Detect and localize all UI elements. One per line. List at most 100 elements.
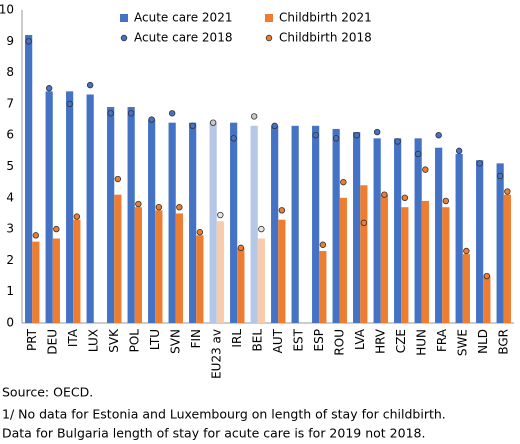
bar [353, 132, 361, 323]
dot [230, 135, 237, 142]
bar [496, 163, 504, 323]
x-tick-label: EST [291, 328, 305, 351]
dot [127, 110, 135, 117]
x-tick-label: ITA [66, 328, 80, 347]
x-tick-label: DEU [45, 329, 59, 355]
legend-label: Acute care 2021 [134, 11, 232, 25]
bar [66, 91, 74, 323]
x-tick-label: IRL [230, 329, 244, 348]
dot [332, 135, 340, 142]
dot [271, 122, 278, 130]
dot [86, 81, 94, 89]
bar [442, 207, 450, 323]
dot [73, 213, 81, 220]
dot [168, 110, 176, 117]
bar [73, 219, 81, 323]
bar [503, 194, 511, 323]
x-tick-label: SVN [168, 329, 182, 354]
legend-swatch [265, 14, 273, 22]
bar [32, 241, 40, 323]
dot [476, 160, 483, 167]
bar [86, 94, 94, 323]
dot [496, 172, 504, 180]
bar [483, 276, 491, 323]
legend-label: Childbirth 2021 [279, 11, 372, 25]
bar [271, 125, 279, 323]
dot [455, 147, 463, 155]
bar [134, 207, 142, 323]
dot [189, 122, 196, 130]
x-tick-label: LTU [148, 329, 162, 350]
dot [176, 203, 183, 211]
dot [435, 131, 442, 139]
dot [196, 229, 204, 236]
dot [401, 194, 409, 201]
x-tick-label: AUT [271, 328, 285, 353]
x-tick-label: BGR [496, 329, 510, 355]
dot [340, 178, 347, 186]
y-tick-label: 1 [6, 284, 14, 298]
dot [414, 150, 422, 158]
dot [278, 207, 286, 214]
bar [332, 128, 340, 323]
dot [373, 128, 381, 136]
dot [66, 100, 73, 108]
dot [463, 247, 470, 255]
x-tick-label: PRT [25, 328, 39, 351]
x-tick-label: SWE [455, 329, 469, 356]
bar [455, 153, 463, 323]
dot [250, 113, 258, 120]
x-tick-label: HUN [414, 329, 428, 356]
bar [414, 138, 422, 323]
dot [442, 197, 450, 205]
dot [381, 191, 388, 198]
bar [476, 160, 484, 323]
x-tick-label: LVA [353, 328, 367, 350]
dot [107, 110, 114, 117]
bar [435, 147, 443, 323]
bar [45, 91, 53, 323]
dot [483, 272, 491, 280]
x-tick-label: FIN [189, 329, 203, 348]
y-tick-label: 3 [6, 222, 14, 236]
x-tick-label: FRA [435, 328, 449, 352]
bar [175, 213, 183, 323]
bar [107, 107, 115, 323]
bar [278, 219, 286, 323]
y-tick-label: 5 [6, 159, 14, 173]
dot [217, 211, 224, 219]
y-tick-label: 10 [0, 3, 14, 17]
legend-label: Acute care 2018 [134, 31, 232, 45]
bar [168, 122, 176, 324]
y-tick-label: 9 [6, 34, 14, 48]
dot [45, 85, 53, 92]
y-tick-label: 8 [6, 65, 14, 79]
dot [319, 241, 327, 248]
bar [339, 197, 347, 323]
note: Source: OECD. [2, 385, 93, 400]
bar [127, 107, 135, 323]
dot [353, 131, 360, 139]
legend-swatch [120, 34, 128, 42]
x-tick-label: BEL [250, 329, 264, 352]
y-tick-label: 0 [6, 316, 14, 330]
legend-swatch [265, 34, 273, 42]
bar [230, 122, 238, 324]
y-tick-label: 7 [6, 96, 14, 110]
dot [360, 219, 368, 227]
bar [462, 254, 470, 323]
dot [25, 38, 32, 45]
bar [189, 122, 197, 324]
dot [32, 232, 40, 239]
bar [257, 238, 265, 323]
dot [114, 175, 122, 183]
x-tick-label: POL [127, 329, 141, 353]
dot [53, 225, 60, 233]
dot [422, 166, 429, 173]
bar [209, 122, 217, 324]
bar [360, 185, 368, 323]
bar [401, 207, 409, 323]
note: 1/ No data for Estonia and Luxembourg on… [2, 407, 446, 422]
dot [394, 138, 401, 145]
y-tick-label: 4 [6, 190, 14, 204]
